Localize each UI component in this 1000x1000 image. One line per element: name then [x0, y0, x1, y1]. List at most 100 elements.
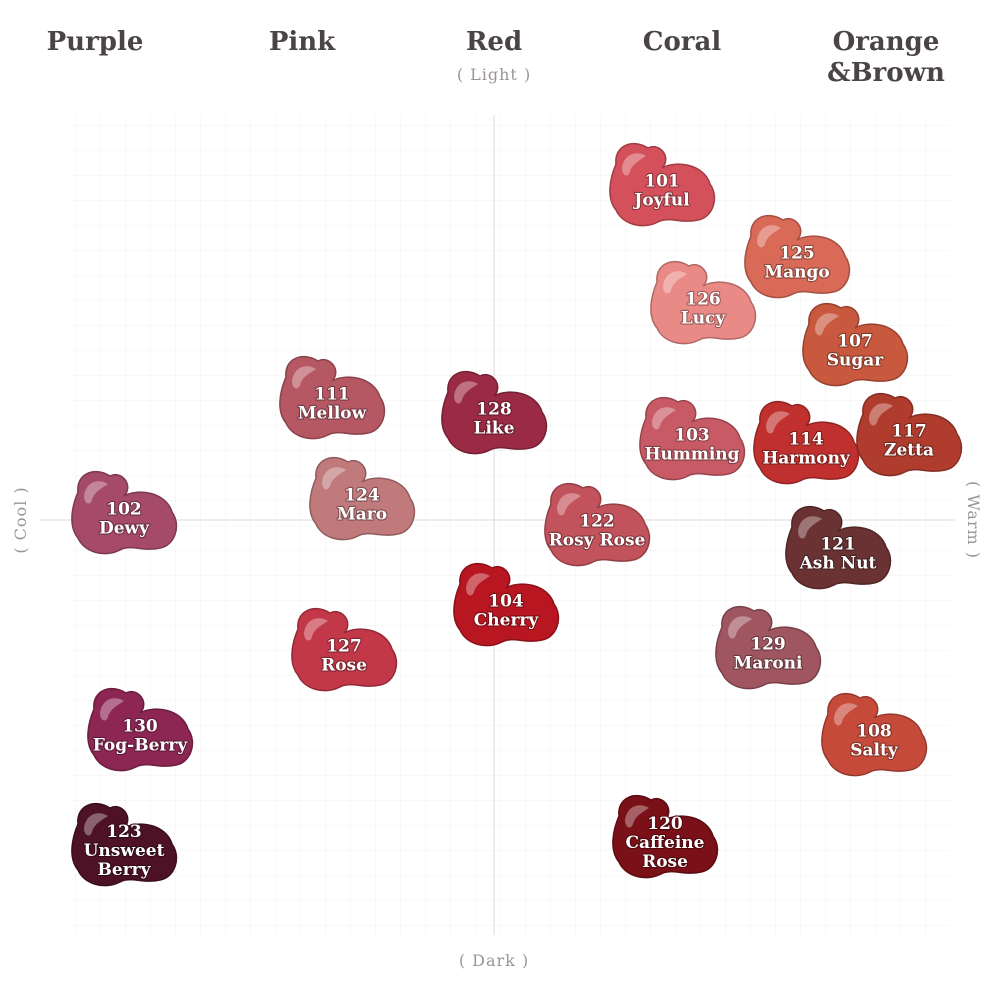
swatch-name: Berry: [98, 860, 152, 880]
swatch-edge: [821, 693, 928, 777]
swatch-name: Maro: [337, 505, 387, 525]
swatch-edge: [87, 688, 194, 772]
swatch-blob: [441, 371, 547, 454]
swatch-name: Dewy: [99, 519, 150, 539]
swatch-name: Caffeine: [626, 833, 705, 853]
swatch-highlight: [663, 271, 687, 294]
category-coral: Coral: [643, 27, 722, 57]
swatch-edge: [612, 795, 719, 879]
swatch-edge: [753, 401, 860, 485]
swatch-edge: [856, 393, 963, 477]
swatch-number: 126: [685, 290, 721, 310]
swatch-name: Lucy: [681, 309, 727, 329]
swatch-edge: [609, 143, 716, 227]
swatch-highlight: [454, 381, 478, 404]
swatch-highlight: [557, 493, 581, 516]
swatch-number: 108: [856, 722, 892, 742]
swatch-name: Cherry: [474, 611, 540, 631]
swatch-highlight: [757, 225, 781, 248]
swatch-name: Like: [473, 419, 514, 439]
swatch-number: 124: [344, 486, 380, 506]
swatch-number: 129: [750, 635, 786, 655]
swatch-blob: [309, 457, 415, 540]
axis-warm-label: ( Warm ): [964, 481, 983, 559]
swatch-blob: [650, 261, 756, 344]
swatch-number: 125: [779, 244, 815, 264]
swatch-highlight: [322, 467, 346, 490]
swatch-number: 102: [106, 500, 142, 520]
swatch-highlight: [766, 411, 790, 434]
swatch-blob: [856, 393, 962, 476]
swatch-number: 104: [488, 592, 524, 612]
swatch-blob: [612, 795, 718, 878]
swatch-number: 101: [644, 172, 680, 192]
swatch-name: Sugar: [827, 351, 885, 371]
swatch-name: Rose: [321, 656, 367, 676]
swatch-number: 122: [579, 512, 615, 532]
swatch-edge: [639, 397, 746, 481]
swatch-blob: [609, 143, 715, 226]
swatch-number: 121: [820, 535, 856, 555]
swatch-number: 123: [106, 822, 142, 842]
swatch-highlight: [798, 516, 822, 539]
swatch-highlight: [100, 698, 124, 721]
swatch-edge: [71, 471, 178, 555]
swatch-number: 120: [647, 814, 683, 834]
category-pink: Pink: [269, 27, 336, 57]
category-brown: &Brown: [827, 58, 945, 88]
swatch-blob: [71, 471, 177, 554]
swatch-name: Rose: [642, 852, 688, 872]
swatch-blob: [453, 563, 559, 646]
swatch-highlight: [292, 366, 316, 389]
swatch-number: 103: [674, 426, 710, 446]
swatch-blob: [279, 356, 385, 439]
swatch-edge: [453, 563, 560, 647]
swatch-name: Mellow: [298, 404, 367, 424]
swatch-edge: [279, 356, 386, 440]
swatch-highlight: [834, 703, 858, 726]
swatch-number: 107: [837, 332, 873, 352]
swatch-blob: [639, 397, 745, 480]
swatch-number: 114: [788, 430, 824, 450]
category-red: Red: [466, 27, 522, 57]
axis-dark-label: ( Dark ): [459, 951, 529, 970]
swatch-edge: [802, 303, 909, 387]
swatch-highlight: [304, 618, 328, 641]
swatch-highlight: [625, 805, 649, 828]
swatch-blob: [802, 303, 908, 386]
swatch-blob: [715, 606, 821, 689]
category-purple: Purple: [47, 27, 144, 57]
swatch-edge: [650, 261, 757, 345]
swatch-name: Unsweet: [84, 841, 165, 861]
swatch-name: Maroni: [734, 654, 803, 674]
swatch-edge: [744, 215, 851, 299]
swatch-name: Harmony: [762, 449, 851, 469]
swatch-highlight: [869, 403, 893, 426]
swatch-highlight: [84, 813, 108, 836]
swatch-blob: [821, 693, 927, 776]
swatch-layer: 101Joyful125Mango126Lucy107Sugar111Mello…: [71, 143, 963, 887]
swatch-name: Joyful: [632, 191, 690, 211]
swatch-name: Mango: [764, 263, 829, 283]
axis-cool-label: ( Cool ): [11, 486, 30, 553]
swatch-blob: [753, 401, 859, 484]
swatch-highlight: [622, 153, 646, 176]
swatch-highlight: [652, 407, 676, 430]
